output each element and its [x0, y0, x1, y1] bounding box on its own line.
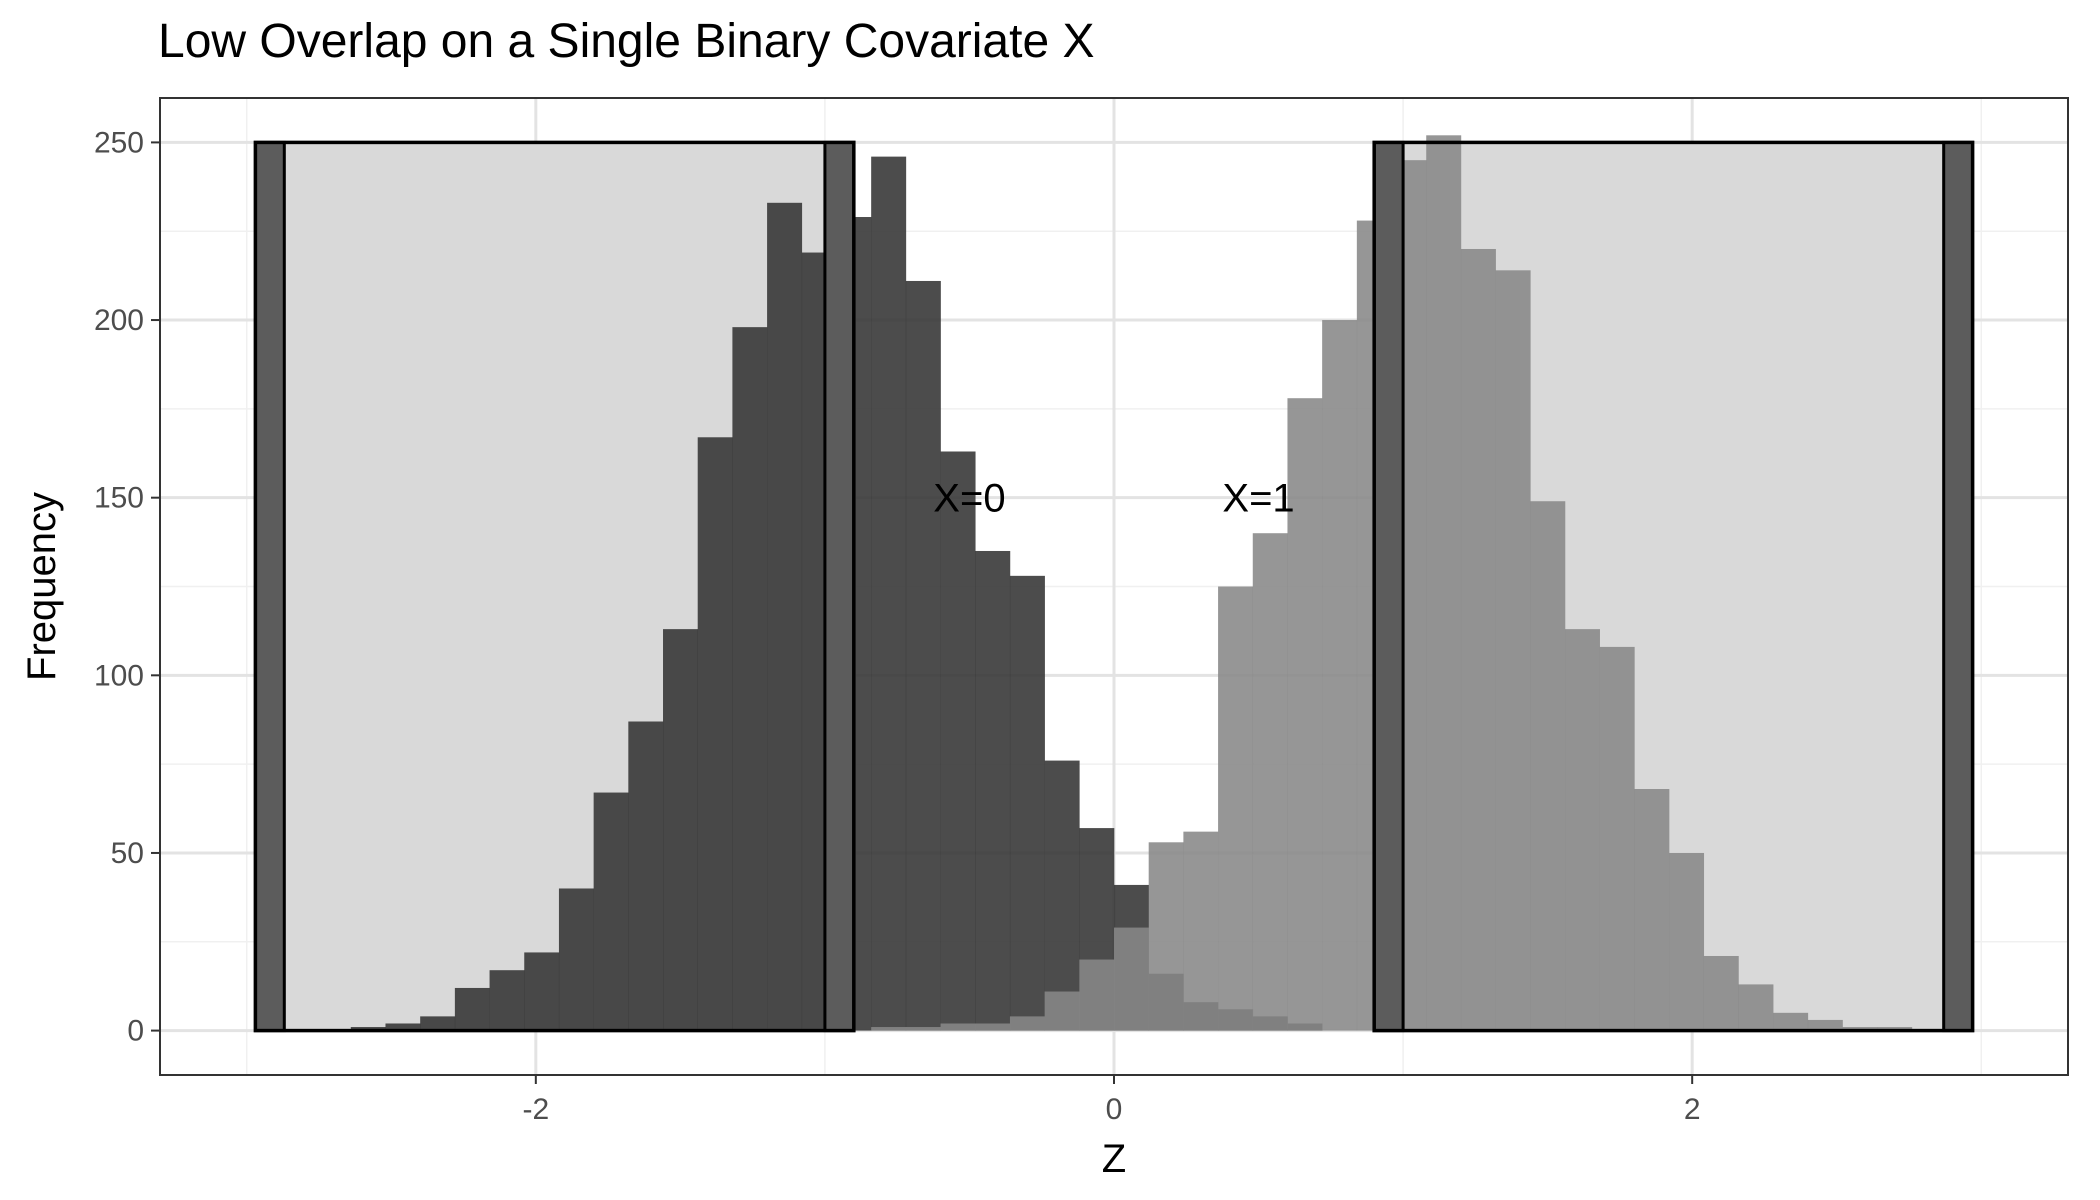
chart-title: Low Overlap on a Single Binary Covariate…: [158, 15, 1095, 68]
histogram-bar-x1: [1218, 586, 1254, 1031]
histogram-bar-x0: [905, 280, 941, 1031]
histogram-bar-x1: [1807, 1019, 1843, 1031]
annotation-label: X=0: [933, 477, 1005, 521]
histogram-bar-x1: [1773, 1012, 1809, 1031]
histogram-bar-x0: [558, 888, 594, 1031]
histogram-bar-x1: [1252, 533, 1288, 1031]
histogram-bar-x0: [489, 970, 525, 1031]
histogram-bar-x1: [1877, 1027, 1913, 1031]
histogram-bar-x1: [1634, 789, 1670, 1031]
histogram-bar-x1: [1183, 831, 1219, 1031]
histogram-bar-x0: [1009, 575, 1045, 1031]
histogram-bar-x0: [940, 451, 976, 1031]
histogram-bar-x0: [663, 629, 699, 1031]
histogram-bar-x1: [1703, 955, 1739, 1031]
histogram-bar-x0: [697, 437, 733, 1031]
histogram-bar-x0: [524, 952, 560, 1031]
histogram-bar-x0: [350, 1027, 386, 1031]
y-axis-title: Frequency: [20, 492, 64, 681]
histogram-bars: [350, 135, 1913, 1031]
x-axis-title: Z: [1102, 1137, 1126, 1181]
overlap-region-outline: [253, 140, 856, 1033]
histogram-bar-x0: [732, 327, 768, 1031]
histogram-bar-x1: [1530, 501, 1566, 1031]
histogram-bar-x0: [385, 1023, 421, 1031]
histogram-bar-x1: [1079, 959, 1115, 1031]
histogram-bar-x0: [593, 792, 629, 1031]
histogram-bar-x1: [1842, 1027, 1878, 1031]
histogram-bar-x1: [1044, 991, 1080, 1031]
overlap-region-edge: [1372, 140, 1405, 1033]
histogram-bar-x1: [905, 1027, 941, 1031]
histogram-bar-x1: [1426, 135, 1462, 1031]
histogram-bar-x1: [940, 1023, 976, 1031]
histogram-bar-x1: [1564, 629, 1600, 1031]
histogram-bar-x1: [1599, 646, 1635, 1031]
histogram-bar-x0: [454, 987, 490, 1031]
overlap-region-edge: [253, 140, 286, 1033]
axes: -2 0 2 0 50 100 150 200 250 Z Frequency: [20, 126, 1701, 1181]
histogram-bar-x0: [628, 721, 664, 1031]
histogram-bar-x1: [1322, 320, 1358, 1031]
overlap-region-edge: [823, 140, 856, 1033]
y-tick-label: 0: [127, 1015, 144, 1048]
histogram-bar-x1: [1669, 852, 1705, 1031]
histogram-bar-x0: [1044, 760, 1080, 1031]
y-tick-label: 200: [94, 304, 144, 337]
histogram-bar-x0: [420, 1016, 456, 1031]
histogram-bar-x1: [1148, 842, 1184, 1031]
histogram-bar-x1: [1738, 984, 1774, 1031]
y-tick-label: 100: [94, 659, 144, 692]
annotation-label: X=1: [1222, 477, 1294, 521]
histogram-bar-x0: [767, 202, 803, 1031]
x-tick-label: 0: [1106, 1093, 1123, 1126]
annotations: X=0 X=1: [933, 477, 1294, 521]
histogram-bar-x1: [1460, 248, 1496, 1031]
overlap-region-edge: [1942, 140, 1975, 1033]
histogram-bar-x1: [1009, 1016, 1045, 1031]
overlap-region-outline: [1372, 140, 1975, 1033]
y-tick-label: 150: [94, 482, 144, 515]
histogram-bar-x1: [975, 1023, 1011, 1031]
x-tick-label: -2: [522, 1093, 549, 1126]
overlap-region-outlines: [253, 140, 1975, 1033]
histogram-bar-x0: [871, 156, 907, 1031]
histogram-bar-x1: [871, 1027, 907, 1031]
histogram-bar-x1: [1114, 927, 1149, 1031]
x-tick-label: 2: [1684, 1093, 1701, 1126]
histogram-bar-x1: [1495, 270, 1531, 1031]
histogram-bar-x0: [975, 550, 1011, 1031]
y-tick-label: 50: [111, 837, 144, 870]
histogram-bar-x1: [1287, 398, 1323, 1031]
y-tick-label: 250: [94, 126, 144, 159]
